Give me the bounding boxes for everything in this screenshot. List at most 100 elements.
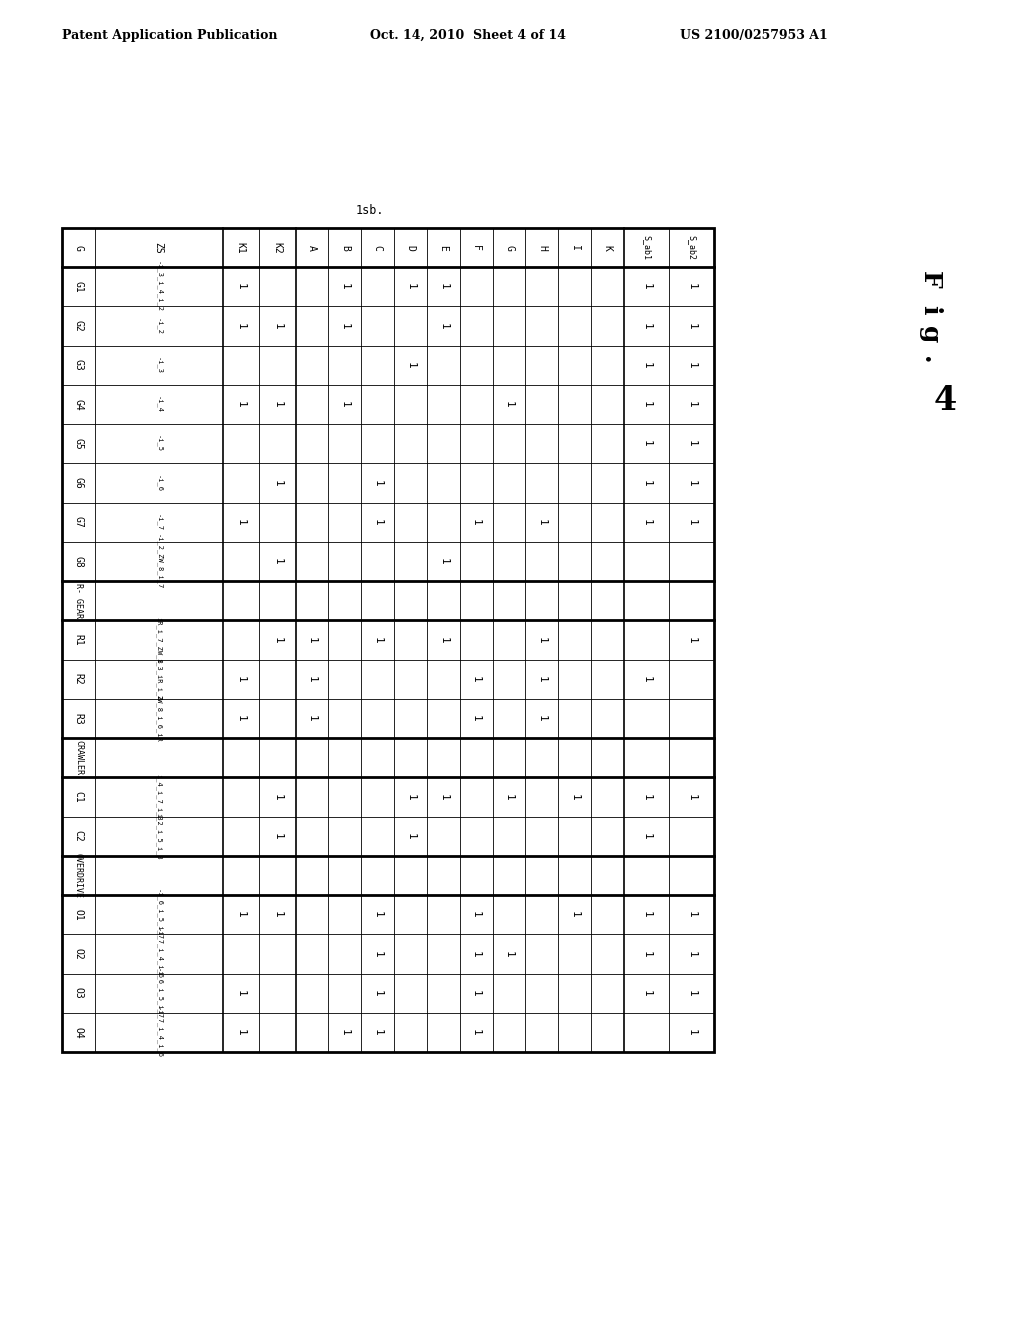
Text: -i_6: -i_6 xyxy=(156,475,162,491)
Text: 4: 4 xyxy=(933,384,956,417)
Text: -i_3: -i_3 xyxy=(156,356,162,374)
Text: 1: 1 xyxy=(537,519,547,525)
Text: -i_2_ZW_8_i_7: -i_2_ZW_8_i_7 xyxy=(156,533,162,589)
Text: 1: 1 xyxy=(537,636,547,643)
Text: 1: 1 xyxy=(236,676,246,682)
Text: 1: 1 xyxy=(438,558,449,565)
Text: G7: G7 xyxy=(74,516,83,528)
Text: 1: 1 xyxy=(641,793,651,800)
Text: C1: C1 xyxy=(74,791,83,803)
Text: 1: 1 xyxy=(686,519,696,525)
Text: 1: 1 xyxy=(641,362,651,368)
Text: 1: 1 xyxy=(686,911,696,917)
Text: 1: 1 xyxy=(686,401,696,408)
Text: OVERDRIVE: OVERDRIVE xyxy=(74,853,83,898)
Text: 1: 1 xyxy=(686,793,696,800)
Text: 1: 1 xyxy=(641,833,651,840)
Text: 1: 1 xyxy=(537,715,547,722)
Text: .: . xyxy=(918,355,942,364)
Text: H: H xyxy=(537,244,547,251)
Text: US 2100/0257953 A1: US 2100/0257953 A1 xyxy=(680,29,827,41)
Text: 1: 1 xyxy=(307,636,317,643)
Text: 1: 1 xyxy=(272,911,283,917)
Text: -i_6_i_5_i_7: -i_6_i_5_i_7 xyxy=(156,890,162,940)
Text: 1: 1 xyxy=(471,676,481,682)
Text: B: B xyxy=(340,244,350,251)
Text: K1: K1 xyxy=(236,242,246,253)
Text: 1: 1 xyxy=(641,990,651,997)
Text: 1: 1 xyxy=(307,676,317,682)
Text: 1: 1 xyxy=(471,990,481,997)
Text: 1: 1 xyxy=(569,911,580,917)
Text: 1: 1 xyxy=(373,636,383,643)
Text: R3: R3 xyxy=(74,713,83,725)
Text: 1: 1 xyxy=(686,950,696,957)
Text: G4: G4 xyxy=(74,399,83,411)
Text: R- GEAR: R- GEAR xyxy=(74,583,83,618)
Text: i_3_iR_i_2: i_3_iR_i_2 xyxy=(156,657,162,701)
Text: 1: 1 xyxy=(272,558,283,565)
Text: 1: 1 xyxy=(686,322,696,330)
Text: 1: 1 xyxy=(471,1030,481,1036)
Text: 1: 1 xyxy=(340,322,350,330)
Text: 1sb.: 1sb. xyxy=(355,203,384,216)
Text: D: D xyxy=(406,244,416,251)
Text: -i_4: -i_4 xyxy=(156,396,162,413)
Text: 1: 1 xyxy=(641,676,651,682)
Text: i_2_i_5_i_3: i_2_i_5_i_3 xyxy=(156,813,162,859)
Text: 1: 1 xyxy=(641,284,651,290)
Text: 1: 1 xyxy=(686,479,696,487)
Text: 1: 1 xyxy=(537,676,547,682)
Text: -i_5: -i_5 xyxy=(156,436,162,453)
Text: G8: G8 xyxy=(74,556,83,568)
Text: 1: 1 xyxy=(686,441,696,447)
Text: 1: 1 xyxy=(471,911,481,917)
Text: 1: 1 xyxy=(471,715,481,722)
Text: 1: 1 xyxy=(504,401,514,408)
Text: 1: 1 xyxy=(307,715,317,722)
Text: 1: 1 xyxy=(641,519,651,525)
Text: i: i xyxy=(918,305,942,314)
Text: F: F xyxy=(918,271,942,289)
Text: S_ab1: S_ab1 xyxy=(642,235,651,260)
Text: G1: G1 xyxy=(74,281,83,293)
Text: 1: 1 xyxy=(569,793,580,800)
Text: 1: 1 xyxy=(406,362,416,368)
Text: S_ab2: S_ab2 xyxy=(687,235,696,260)
Text: 1: 1 xyxy=(641,479,651,487)
Text: -i_2: -i_2 xyxy=(156,318,162,334)
Text: 1: 1 xyxy=(438,284,449,290)
Text: -i_6_i_5_i_7: -i_6_i_5_i_7 xyxy=(156,968,162,1019)
Text: R2: R2 xyxy=(74,673,83,685)
Text: G5: G5 xyxy=(74,438,83,450)
Text: 1: 1 xyxy=(272,479,283,487)
Text: G3: G3 xyxy=(74,359,83,371)
Text: G: G xyxy=(74,244,83,251)
Text: R1: R1 xyxy=(74,634,83,645)
Text: 1: 1 xyxy=(686,362,696,368)
Text: F: F xyxy=(471,244,481,251)
Text: 1: 1 xyxy=(373,479,383,487)
Text: 1: 1 xyxy=(236,911,246,917)
Text: 1: 1 xyxy=(236,519,246,525)
Text: -i_7: -i_7 xyxy=(156,513,162,531)
Text: 1: 1 xyxy=(686,636,696,643)
Text: 1: 1 xyxy=(686,990,696,997)
Text: G6: G6 xyxy=(74,477,83,488)
Text: 1: 1 xyxy=(406,833,416,840)
Text: 1: 1 xyxy=(340,401,350,408)
Text: 1: 1 xyxy=(340,284,350,290)
Text: G: G xyxy=(504,244,514,251)
Text: i_4_i_7_i_3: i_4_i_7_i_3 xyxy=(156,774,162,820)
Text: ZW_8_i_6_iR: ZW_8_i_6_iR xyxy=(156,696,162,742)
Text: 1: 1 xyxy=(236,322,246,330)
Text: K: K xyxy=(602,244,612,251)
Text: 1: 1 xyxy=(641,950,651,957)
Text: 1: 1 xyxy=(272,833,283,840)
Text: C2: C2 xyxy=(74,830,83,842)
Text: -i_7_i_4_i_6: -i_7_i_4_i_6 xyxy=(156,928,162,979)
Text: 1: 1 xyxy=(641,322,651,330)
Text: 1: 1 xyxy=(340,1030,350,1036)
Text: 1: 1 xyxy=(504,950,514,957)
Text: ZS: ZS xyxy=(154,242,164,253)
